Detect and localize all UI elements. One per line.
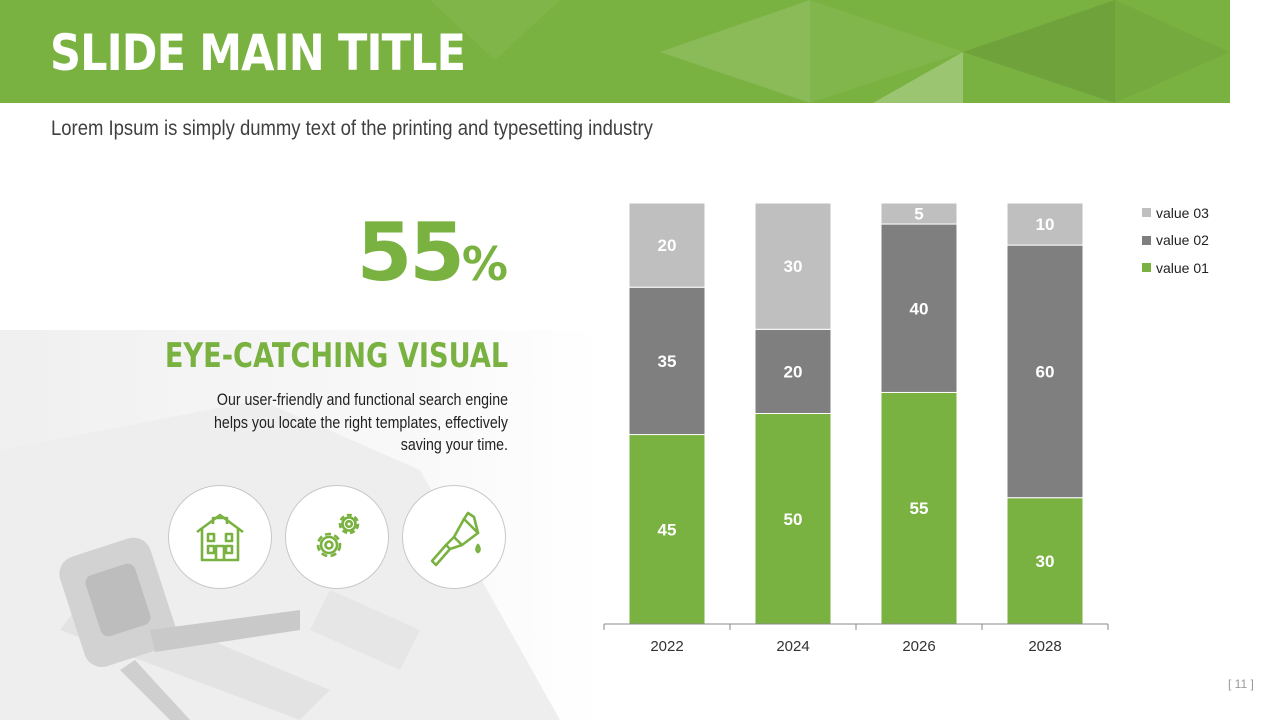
house-icon-circle — [168, 485, 272, 589]
legend-label: value 01 — [1156, 259, 1209, 276]
paint-brush-icon-circle — [402, 485, 506, 589]
slide-title: SLIDE MAIN TITLE — [50, 24, 466, 82]
data-label-2028-value-02: 60 — [1036, 362, 1055, 381]
bar-2024-value-01 — [754, 413, 832, 625]
bar-2026-value-02 — [880, 223, 958, 393]
percentage-unit: % — [461, 237, 508, 291]
gears-icon-circle — [285, 485, 389, 589]
bar-2024-value-02 — [754, 328, 832, 414]
visual-heading: EYE-CATCHING VISUAL — [164, 336, 508, 376]
highlight-percentage: 55% — [357, 206, 508, 299]
bar-2026-value-03 — [880, 202, 958, 225]
x-tick-label-2028: 2028 — [1028, 638, 1061, 655]
data-label-2024-value-01: 50 — [784, 510, 803, 529]
chart-legend: value 03 value 02 value 01 — [1142, 199, 1209, 282]
data-label-2022-value-02: 35 — [658, 352, 677, 371]
legend-item-value-03: value 03 — [1142, 199, 1209, 227]
stacked-bar-chart: 45 35 20 2022 50 20 30 2024 55 40 5 2026 30 60 10 2028 — [603, 202, 1109, 655]
data-label-2022-value-01: 45 — [658, 520, 677, 539]
bar-2024-value-03 — [754, 202, 832, 330]
bar-2028-value-03 — [1006, 202, 1084, 246]
x-tick-label-2022: 2022 — [650, 638, 683, 655]
percentage-value: 55 — [356, 206, 465, 299]
x-tick-label-2024: 2024 — [776, 638, 809, 655]
paint-brush-icon — [430, 511, 481, 567]
data-label-2024-value-03: 30 — [784, 257, 803, 276]
data-label-2028-value-03: 10 — [1036, 215, 1055, 234]
visual-description: Our user-friendly and functional search … — [214, 391, 508, 454]
bar-2022-value-02 — [628, 286, 706, 436]
banner-triangles — [430, 0, 1230, 103]
legend-label: value 03 — [1156, 204, 1209, 221]
bar-2022-value-03 — [628, 202, 706, 288]
bar-2028-value-01 — [1006, 497, 1084, 625]
data-label-2022-value-03: 20 — [658, 236, 677, 255]
legend-swatch — [1142, 208, 1151, 218]
bar-2028-value-02 — [1006, 244, 1084, 499]
slide-subtitle: Lorem Ipsum is simply dummy text of the … — [51, 117, 653, 140]
x-tick-label-2026: 2026 — [902, 638, 935, 655]
data-label-2026-value-03: 5 — [914, 205, 923, 224]
data-label-2028-value-01: 30 — [1036, 552, 1055, 571]
gears-icon — [316, 513, 360, 558]
legend-label: value 02 — [1156, 232, 1209, 249]
page-number: [ 11 ] — [1228, 677, 1254, 691]
legend-swatch — [1142, 235, 1151, 245]
title-banner: SLIDE MAIN TITLE — [0, 0, 1230, 103]
house-icon — [196, 513, 244, 562]
data-label-2026-value-02: 40 — [910, 299, 929, 318]
legend-item-value-02: value 02 — [1142, 227, 1209, 255]
data-label-2024-value-02: 20 — [784, 362, 803, 381]
legend-item-value-01: value 01 — [1142, 254, 1209, 282]
legend-swatch — [1142, 263, 1151, 273]
data-label-2026-value-01: 55 — [910, 499, 929, 518]
